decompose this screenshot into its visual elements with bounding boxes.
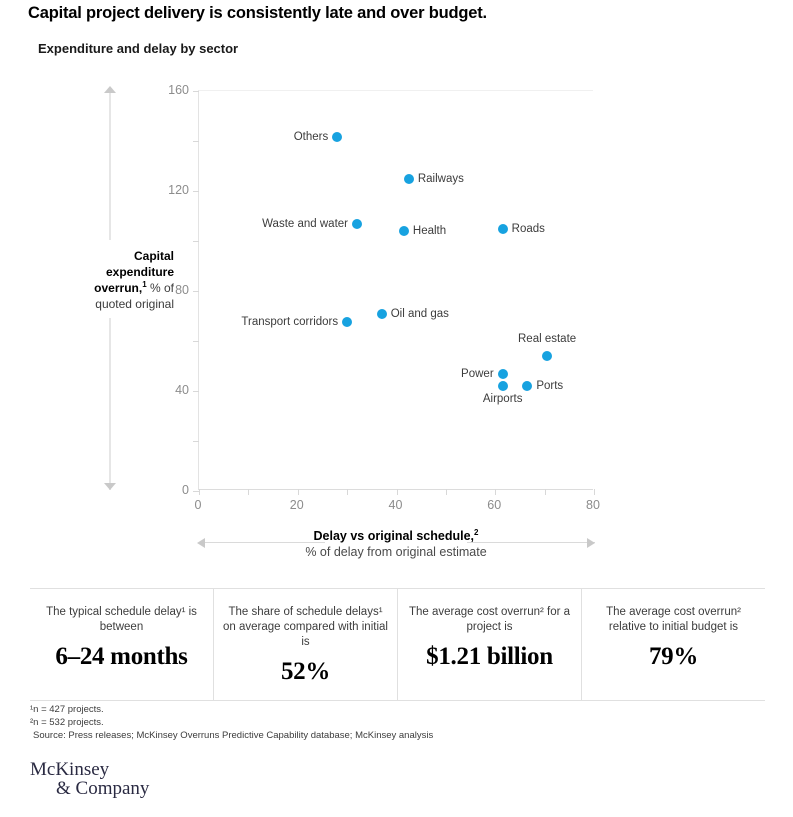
y-axis-tick-label: 0 (182, 483, 189, 497)
y-axis-arrow-gap (104, 240, 118, 318)
data-point-label: Railways (417, 172, 464, 185)
data-point-label: Health (412, 225, 447, 237)
x-axis-tick (396, 489, 398, 495)
y-axis-title-line2: expenditure (105, 265, 174, 279)
data-point[interactable] (332, 132, 343, 143)
data-point-label: Transport corridors (241, 316, 339, 329)
data-point-label: Roads (511, 222, 545, 235)
logo-line-2: & Company (56, 778, 150, 799)
y-axis-tick-label: 80 (175, 283, 189, 297)
data-point[interactable] (376, 308, 387, 319)
x-axis-title: Delay vs original schedule,2 (190, 528, 602, 544)
stat-value: 52% (280, 658, 331, 685)
logo-line-1: McKinsey (30, 759, 110, 780)
y-axis-tick-label: 160 (168, 83, 189, 97)
data-point-label: Others (293, 131, 329, 144)
y-axis-tick (193, 191, 199, 192)
data-point[interactable] (403, 173, 414, 184)
x-axis-tick (495, 489, 497, 495)
scatter-chart: Capital expenditure overrun,1 % of quote… (22, 83, 602, 560)
y-axis-title-line1: Capital (133, 249, 174, 263)
mckinsey-logo: McKinsey & Company (30, 760, 149, 798)
x-axis-tick-label: 20 (289, 498, 304, 512)
source-note: Source: Press releases; McKinsey Overrun… (33, 730, 434, 741)
x-axis-tick (347, 489, 349, 495)
plot-area: Others Railways Waste and water Health Roads… (193, 90, 595, 495)
y-axis-tick-label: 120 (168, 183, 189, 197)
stat-caption: The typical schedule delay¹ is between (46, 606, 197, 633)
y-axis-tick (193, 341, 199, 342)
y-axis-title-line3a: overrun, (94, 281, 143, 295)
x-axis-tick-label: 40 (388, 498, 403, 512)
footnotes: ¹n = 427 projects. ²n = 532 projects. So… (30, 703, 433, 742)
plot-inner: Others Railways Waste and water Health Roads… (193, 91, 595, 495)
stat-value: 79% (648, 643, 699, 670)
x-axis-arrow-left-line (205, 542, 325, 543)
stat-card: The share of schedule delays¹ on average… (213, 589, 397, 700)
x-axis-tick (248, 489, 250, 495)
y-axis-tick (193, 391, 199, 392)
data-point[interactable] (352, 218, 362, 229)
data-point[interactable] (497, 381, 508, 391)
data-point[interactable] (522, 381, 533, 391)
y-axis-title: Capital expenditure overrun,1 % of quote… (22, 248, 174, 312)
x-axis-tick (199, 489, 200, 495)
data-point[interactable] (542, 351, 553, 361)
stats-band: The typical schedule delay¹ is between 6–… (30, 588, 765, 701)
data-point[interactable] (398, 226, 409, 236)
stat-caption: The average cost overrun² for a project … (408, 606, 571, 633)
stat-value: 6–24 months (55, 643, 188, 670)
stat-card: The average cost overrun² for a project … (397, 589, 581, 700)
y-axis-tick (193, 241, 199, 242)
stat-card: The average cost overrun² relative to in… (581, 589, 765, 700)
stat-card: The typical schedule delay¹ is between 6–… (30, 589, 213, 700)
data-point[interactable] (342, 317, 353, 328)
page-title: Capital project delivery is consistently… (28, 4, 487, 22)
y-axis-arrow-down-icon (104, 483, 116, 490)
x-axis-arrow-left-icon (197, 538, 205, 548)
y-axis-title-line4: quoted original (95, 297, 174, 311)
x-axis-tick-label: 60 (487, 498, 502, 512)
y-axis-tick-label: 40 (175, 383, 189, 397)
y-axis-tick (193, 291, 199, 292)
y-axis-tick (193, 141, 199, 142)
x-axis-tick (445, 489, 447, 495)
data-point-label: Power (461, 367, 494, 380)
x-axis-title-block: Delay vs original schedule,2 % of delay … (190, 528, 602, 560)
stat-value: $1.21 billion (426, 643, 553, 670)
stat-caption: The share of schedule delays¹ on average… (223, 606, 388, 648)
data-point-label: Oil and gas (390, 307, 449, 320)
y-axis-title-line3b: % of (146, 281, 174, 295)
x-axis-tick (594, 489, 595, 495)
y-axis-tick (193, 441, 199, 442)
data-point[interactable] (497, 223, 508, 234)
footnote-2: ²n = 532 projects. (30, 717, 104, 728)
data-point-label: Waste and water (262, 217, 348, 230)
data-point[interactable] (497, 368, 508, 379)
y-axis-tick (193, 91, 199, 92)
x-axis-arrow-right-icon (587, 538, 595, 548)
x-axis-tick-label: 80 (586, 498, 600, 512)
x-axis-title-footnote-marker: 2 (474, 527, 479, 537)
x-axis-tick (297, 489, 299, 495)
x-axis-arrow-right-line (467, 542, 595, 543)
x-axis-subtitle: % of delay from original estimate (305, 545, 487, 559)
x-axis-tick (544, 489, 546, 495)
footnote-1: ¹n = 427 projects. (30, 704, 104, 715)
y-axis-title-footnote-marker: 1 (142, 280, 147, 289)
chart-subtitle: Expenditure and delay by sector (38, 41, 239, 56)
stat-caption: The average cost overrun² relative to in… (606, 606, 741, 633)
data-point-label: Real estate (518, 333, 577, 345)
y-axis-tick (193, 491, 199, 492)
x-axis-title-text: Delay vs original schedule, (313, 529, 475, 543)
data-point-label: Airports (482, 393, 523, 405)
y-axis-arrow-up-icon (104, 86, 116, 93)
x-axis-tick-label: 0 (194, 498, 202, 512)
data-point-label: Ports (536, 380, 564, 392)
